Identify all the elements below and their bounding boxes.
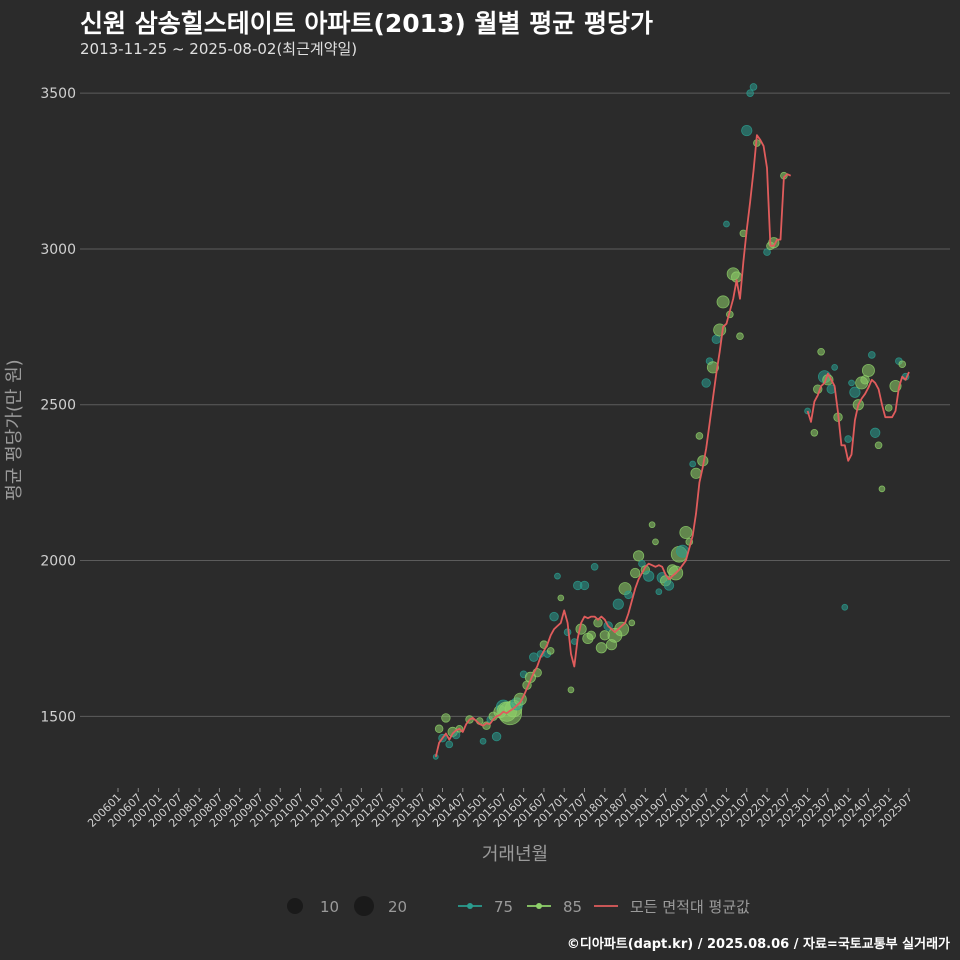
- scatter-point-85: [441, 713, 451, 723]
- y-tick-label: 1500: [40, 709, 76, 725]
- scatter-point-85: [630, 567, 641, 579]
- scatter-point-75: [590, 562, 599, 571]
- scatter-point-75: [763, 248, 771, 256]
- scatter-point-75: [701, 378, 711, 388]
- scatter-point-85: [898, 360, 907, 369]
- y-tick-label: 2000: [40, 554, 76, 570]
- scatter-point-75: [643, 570, 655, 582]
- scatter-point-85: [817, 347, 825, 356]
- scatter-point-75: [624, 590, 633, 600]
- scatter-point-85: [861, 363, 875, 377]
- scatter-point-75: [689, 460, 697, 468]
- scatter-point-75: [491, 731, 502, 742]
- legend-size-large-label: 20: [388, 898, 407, 916]
- scatter-point-75: [549, 611, 559, 622]
- y-axis-ticks: 1500 2000 2500 3000 3500: [40, 86, 76, 725]
- scatter-point-85: [628, 619, 636, 627]
- scatter-point-85: [586, 630, 596, 641]
- scatter-points: [432, 83, 910, 760]
- scatter-point-85: [695, 432, 704, 440]
- scatter-point-85: [557, 594, 565, 602]
- grid-lines: [80, 92, 950, 717]
- legend-series-label: 85: [563, 898, 582, 916]
- scatter-point-75: [723, 220, 730, 228]
- scatter-point-75: [445, 740, 454, 749]
- scatter-point-85: [874, 441, 883, 450]
- scatter-point-75: [868, 351, 876, 359]
- legend-series-label: 75: [494, 898, 513, 916]
- scatter-point-85: [614, 621, 630, 637]
- scatter-point-75: [479, 737, 487, 745]
- y-tick-label: 2500: [40, 398, 76, 414]
- scatter-point-75: [529, 652, 539, 662]
- legend-series-dot: [467, 903, 473, 909]
- scatter-point-75: [870, 427, 881, 438]
- scatter-point-85: [546, 647, 555, 655]
- source-credit: ©디아파트(dapt.kr) / 2025.08.06 / 자료=국토교통부 실…: [566, 937, 950, 952]
- scatter-point-75: [848, 379, 855, 387]
- scatter-point-85: [567, 686, 575, 694]
- scatter-point-75: [749, 83, 758, 91]
- scatter-point-85: [652, 538, 659, 546]
- scatter-point-75: [831, 364, 838, 371]
- scatter-point-85: [434, 724, 444, 734]
- y-axis-title: 평균 평당가(만 원): [4, 359, 25, 500]
- x-axis-title: 거래년월: [482, 844, 548, 865]
- y-tick-label: 3000: [40, 242, 76, 258]
- scatter-point-85: [679, 525, 693, 539]
- average-line: [434, 134, 792, 758]
- x-axis-ticks: 2006012006072007012007072008012008072009…: [85, 788, 915, 830]
- scatter-point-75: [841, 603, 849, 611]
- scatter-point-75: [554, 572, 561, 580]
- scatter-point-85: [706, 361, 719, 374]
- average-line: [806, 371, 910, 462]
- scatter-point-75: [849, 386, 861, 398]
- date-range-subtitle: 2013-11-25 ~ 2025-08-02(최근계약일): [80, 40, 358, 58]
- scatter-point-85: [810, 428, 819, 437]
- scatter-point-85: [716, 295, 730, 309]
- scatter-point-75: [663, 580, 675, 591]
- scatter-point-75: [844, 435, 852, 443]
- legend-series-dot: [536, 903, 542, 909]
- y-tick-label: 3500: [40, 86, 76, 102]
- legend-series-label: 모든 면적대 평균값: [630, 898, 750, 916]
- scatter-point-75: [746, 89, 754, 97]
- page-title: 신원 삼송힐스테이트 아파트(2013) 월별 평균 평당가: [80, 9, 653, 38]
- scatter-point-85: [690, 467, 702, 479]
- scatter-point-75: [741, 124, 753, 137]
- scatter-point-85: [595, 642, 607, 654]
- scatter-point-75: [579, 580, 590, 591]
- average-line-group: [434, 134, 910, 758]
- scatter-point-85: [884, 404, 893, 412]
- scatter-point-75: [655, 588, 663, 596]
- legend-size-small-label: 10: [320, 898, 339, 916]
- scatter-point-75: [612, 598, 624, 610]
- scatter-point-85: [632, 550, 645, 562]
- scatter-point-85: [648, 521, 656, 529]
- legend-size-small-icon: [287, 898, 303, 914]
- legend-size-large-icon: [354, 896, 374, 916]
- scatter-point-85: [878, 485, 886, 493]
- legend: 10 20 75 85 모든 면적대 평균값: [287, 896, 750, 916]
- scatter-point-85: [736, 332, 744, 340]
